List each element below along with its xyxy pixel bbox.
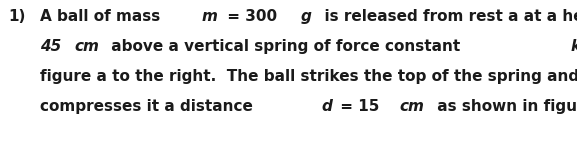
- Text: as shown in figure b.: as shown in figure b.: [432, 99, 577, 114]
- Text: 45: 45: [40, 39, 66, 54]
- Text: g: g: [300, 9, 311, 24]
- Text: d: d: [321, 99, 332, 114]
- Text: k: k: [570, 39, 577, 54]
- Text: 1): 1): [8, 9, 25, 24]
- Text: m: m: [202, 9, 218, 24]
- Text: cm: cm: [74, 39, 99, 54]
- Text: is released from rest a at a height: is released from rest a at a height: [314, 9, 577, 24]
- Text: A ball of mass: A ball of mass: [40, 9, 166, 24]
- Text: figure a to the right.  The ball strikes the top of the spring and: figure a to the right. The ball strikes …: [40, 69, 577, 84]
- Text: above a vertical spring of force constant: above a vertical spring of force constan…: [106, 39, 466, 54]
- Text: = 300: = 300: [222, 9, 283, 24]
- Text: cm: cm: [399, 99, 425, 114]
- Text: compresses it a distance: compresses it a distance: [40, 99, 258, 114]
- Text: = 15: = 15: [335, 99, 385, 114]
